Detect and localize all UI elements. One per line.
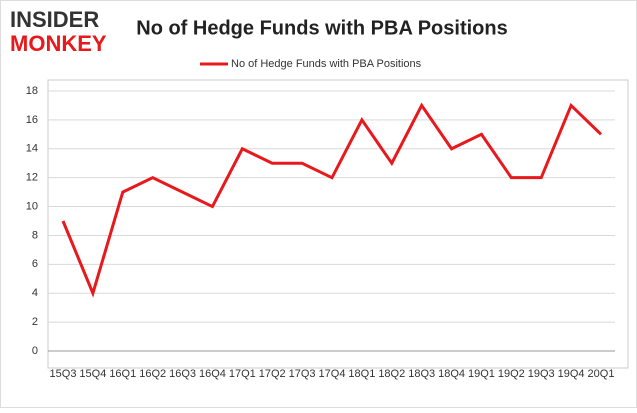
x-tick-label: 16Q2 xyxy=(139,368,166,380)
x-tick-label: 18Q4 xyxy=(438,368,465,380)
x-tick-label: 17Q1 xyxy=(229,368,256,380)
x-tick-label: 16Q3 xyxy=(169,368,196,380)
x-tick-label: 19Q4 xyxy=(558,368,585,380)
x-tick-label: 17Q4 xyxy=(319,368,346,380)
chart-title: No of Hedge Funds with PBA Positions xyxy=(136,17,507,39)
x-tick-label: 20Q1 xyxy=(588,368,615,380)
legend-label: No of Hedge Funds with PBA Positions xyxy=(231,58,422,70)
y-tick-label: 14 xyxy=(26,143,38,155)
x-tick-label: 18Q2 xyxy=(378,368,405,380)
y-tick-label: 10 xyxy=(26,200,38,212)
x-tick-label: 15Q4 xyxy=(79,368,106,380)
y-tick-label: 2 xyxy=(32,316,38,328)
x-tick-label: 18Q1 xyxy=(348,368,375,380)
y-tick-label: 12 xyxy=(26,172,38,184)
x-tick-label: 18Q3 xyxy=(408,368,435,380)
x-tick-label: 17Q2 xyxy=(259,368,286,380)
logo-bottom: MONKEY xyxy=(10,31,107,56)
data-line xyxy=(61,102,603,298)
plot-frame xyxy=(47,79,629,369)
x-tick-label: 17Q3 xyxy=(289,368,316,380)
logo-top: INSIDER xyxy=(10,7,99,32)
x-tick-label: 15Q3 xyxy=(50,368,77,380)
y-tick-label: 4 xyxy=(32,287,38,299)
y-tick-label: 16 xyxy=(26,114,38,126)
y-tick-label: 6 xyxy=(32,258,38,270)
x-tick-label: 19Q2 xyxy=(498,368,525,380)
y-tick-label: 18 xyxy=(26,85,38,97)
y-tick-label: 8 xyxy=(32,229,38,241)
x-tick-label: 19Q1 xyxy=(468,368,495,380)
x-tick-label: 19Q3 xyxy=(528,368,555,380)
x-tick-label: 16Q4 xyxy=(199,368,226,380)
y-tick-label: 0 xyxy=(32,345,38,357)
x-tick-label: 16Q1 xyxy=(109,368,136,380)
